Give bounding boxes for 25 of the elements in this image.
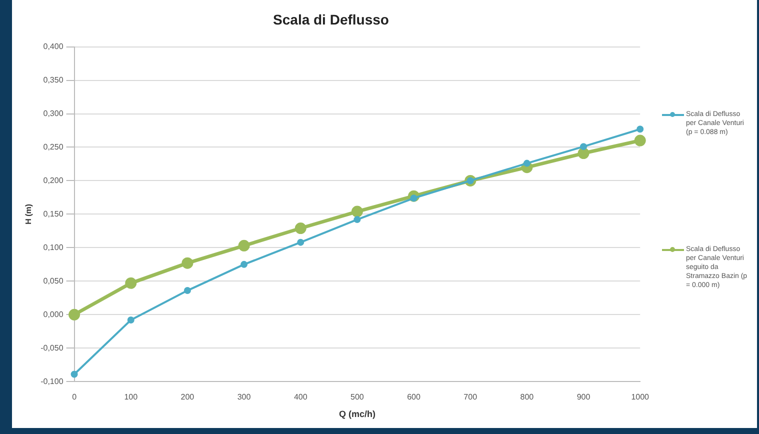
y-tick-label: 0,100: [43, 242, 64, 252]
y-tick-label: 0,150: [43, 209, 64, 218]
y-tick-label: -0,050: [40, 343, 64, 352]
x-tick-label: 900: [576, 392, 591, 402]
x-tick-label: 300: [237, 392, 252, 402]
x-tick-label: 500: [350, 392, 364, 402]
x-tick-label: 800: [520, 392, 534, 402]
x-tick-label: 700: [464, 392, 478, 402]
y-tick-label: 0,000: [43, 310, 64, 319]
y-tick-label: -0,100: [40, 376, 64, 386]
x-tick-label: 600: [407, 392, 421, 402]
x-tick-label: 1000: [631, 392, 650, 402]
x-tick-label: 100: [124, 392, 138, 402]
y-tick-label: 0,050: [43, 276, 64, 286]
y-tick-label: 0,300: [43, 108, 64, 118]
chart-title: Scala di Deflusso: [273, 11, 389, 28]
y-tick-label: 0,250: [43, 142, 64, 152]
x-axis-title: Q (mc/h): [338, 409, 376, 420]
y-tick-label: 0,200: [43, 176, 64, 185]
y-axis-title: H (m): [24, 204, 34, 224]
x-tick-label: 200: [180, 392, 195, 402]
x-tick-label: 0: [72, 392, 78, 402]
x-tick-label: 400: [294, 392, 308, 402]
y-tick-label: 0,400: [43, 42, 64, 52]
y-tick-label: 0,350: [43, 75, 64, 84]
